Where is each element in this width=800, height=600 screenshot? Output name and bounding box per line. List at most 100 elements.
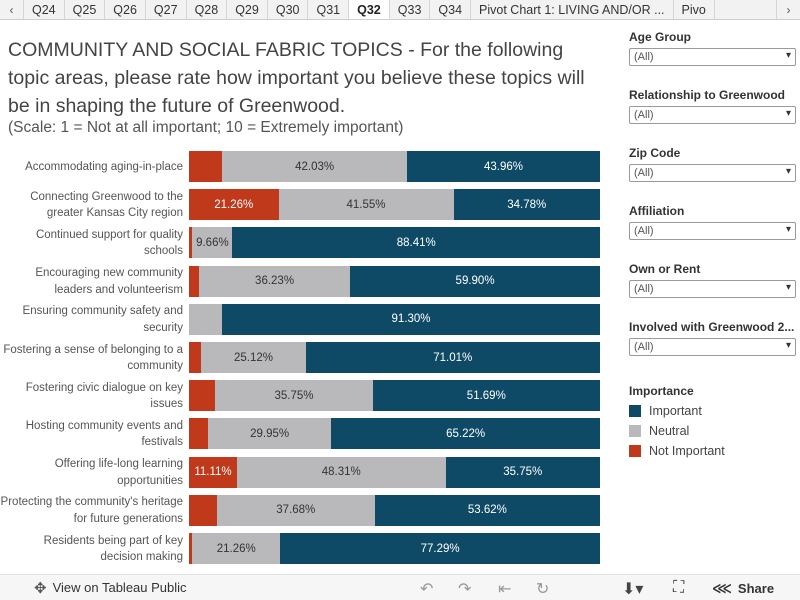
tab-q25[interactable]: Q25 xyxy=(65,0,106,19)
category-label: Continued support for quality schools xyxy=(35,228,183,258)
tab-q29[interactable]: Q29 xyxy=(227,0,268,19)
legend-swatch xyxy=(629,445,641,457)
stacked-bar[interactable]: 35.75% 51.69% xyxy=(189,380,600,412)
legend-item-neutral[interactable]: Neutral xyxy=(629,424,797,438)
bar-segment-neutral[interactable]: 21.26% xyxy=(192,533,281,564)
sheet-tabs: Q24 Q25 Q26 Q27 Q28 Q29 Q30 Q31 Q32 Q33 Q34 Pivot C… xyxy=(24,0,776,19)
bar-segment-important[interactable]: 35.75% xyxy=(445,456,600,488)
bar-segment-not-important[interactable]: 11.11% xyxy=(189,456,237,488)
bar-segment-neutral[interactable] xyxy=(189,303,223,335)
share-button[interactable]: ⋘ Share xyxy=(712,580,774,597)
bar-segment-not-important[interactable] xyxy=(189,418,208,450)
stacked-bar[interactable]: 91.30% xyxy=(189,303,600,335)
tab-pivot-chart-1-living-and-or[interactable]: Pivot Chart 1: LIVING AND/OR ... xyxy=(471,0,674,19)
chart-row: Hosting community events and festivals 29… xyxy=(0,415,610,453)
bar-segment-important[interactable]: 91.30% xyxy=(222,303,600,335)
tableau-toolbar: ✥ View on Tableau Public ↶ ↷ ⇤ ↻ ⬇▾ ⛶ ⋘ … xyxy=(0,574,800,600)
tab-q33[interactable]: Q33 xyxy=(390,0,431,19)
bar-segment-not-important[interactable] xyxy=(189,533,193,564)
filter-dropdown-age-group[interactable]: (All) ▾ xyxy=(629,48,796,66)
filter-dropdown-relationship-to-greenwood[interactable]: (All) ▾ xyxy=(629,106,796,124)
bar-segment-important[interactable]: 77.29% xyxy=(280,533,600,564)
category-label: Accommodating aging-in-place xyxy=(25,160,183,173)
chevron-down-icon: ▾ xyxy=(785,224,791,235)
tab-q27[interactable]: Q27 xyxy=(146,0,187,19)
bar-segment-not-important[interactable] xyxy=(189,227,193,259)
legend: Important Neutral Not Important xyxy=(629,404,797,458)
tab-q31[interactable]: Q31 xyxy=(308,0,350,19)
filter-dropdown-affiliation[interactable]: (All) ▾ xyxy=(629,222,796,240)
legend-title: Importance xyxy=(629,384,694,398)
tab-q30[interactable]: Q30 xyxy=(268,0,309,19)
filter-dropdown-zip-code[interactable]: (All) ▾ xyxy=(629,164,796,182)
bar-segment-not-important[interactable] xyxy=(189,494,217,526)
bar-segment-important[interactable]: 53.62% xyxy=(374,494,600,526)
refresh-icon[interactable]: ↻ xyxy=(536,581,550,598)
legend-item-not-important[interactable]: Not Important xyxy=(629,444,797,458)
bar-segment-not-important[interactable] xyxy=(189,380,216,412)
category-label: Connecting Greenwood to the greater Kans… xyxy=(30,190,183,220)
filter-value: (All) xyxy=(634,283,654,295)
undo-icon[interactable]: ↶ xyxy=(420,581,434,598)
filter-value: (All) xyxy=(634,109,654,121)
stacked-bar[interactable]: 25.12% 71.01% xyxy=(189,342,600,373)
tab-q34[interactable]: Q34 xyxy=(430,0,472,19)
tab-q28[interactable]: Q28 xyxy=(187,0,228,19)
chevron-down-icon: ▾ xyxy=(785,50,791,61)
tab-q26[interactable]: Q26 xyxy=(105,0,146,19)
chevron-down-icon: ▾ xyxy=(785,166,791,177)
tableau-logo-icon: ✥ xyxy=(34,579,47,597)
legend-item-important[interactable]: Important xyxy=(629,404,797,418)
tabs-scroll-right-icon[interactable]: › xyxy=(776,0,800,19)
filter-label: Affiliation xyxy=(629,204,685,218)
bar-segment-important[interactable]: 71.01% xyxy=(305,342,600,373)
download-icon[interactable]: ⬇▾ xyxy=(622,581,644,598)
view-on-tableau-link[interactable]: ✥ View on Tableau Public xyxy=(34,579,187,597)
stacked-bar[interactable]: 21.26% 77.29% xyxy=(189,533,600,564)
bar-segment-important[interactable]: 65.22% xyxy=(331,418,600,450)
bar-segment-important[interactable]: 43.96% xyxy=(406,151,600,182)
bar-segment-neutral[interactable]: 41.55% xyxy=(278,189,454,221)
bar-segment-neutral[interactable]: 9.66% xyxy=(192,227,233,259)
bar-segment-neutral[interactable]: 25.12% xyxy=(201,342,306,373)
legend-label: Important xyxy=(649,404,702,418)
filter-value: (All) xyxy=(634,167,654,179)
revert-icon[interactable]: ⇤ xyxy=(498,581,512,598)
bar-segment-not-important[interactable] xyxy=(189,342,202,373)
bar-segment-not-important[interactable]: 21.26% xyxy=(189,189,279,221)
stacked-bar[interactable]: 37.68% 53.62% xyxy=(189,494,600,526)
stacked-bar[interactable]: 21.26% 41.55% 34.78% xyxy=(189,189,600,221)
stacked-bar[interactable]: 9.66% 88.41% xyxy=(189,227,600,259)
stacked-bar[interactable]: 36.23% 59.90% xyxy=(189,265,600,297)
bar-segment-important[interactable]: 88.41% xyxy=(232,227,600,259)
tabs-scroll-left-icon[interactable]: ‹ xyxy=(0,0,24,19)
tab-pivo[interactable]: Pivo xyxy=(674,0,715,19)
fullscreen-icon[interactable]: ⛶ xyxy=(673,579,685,596)
filter-panel: Age Group (All) ▾ Relationship to Greenwood… xyxy=(629,28,797,458)
bar-segment-neutral[interactable]: 29.95% xyxy=(207,418,332,450)
bar-segment-neutral[interactable]: 42.03% xyxy=(222,151,407,182)
bar-segment-not-important[interactable] xyxy=(189,265,199,297)
category-label: Fostering a sense of belonging to a comm… xyxy=(3,343,183,373)
chart-row: Continued support for quality schools 9.6… xyxy=(0,224,610,262)
redo-icon[interactable]: ↷ xyxy=(458,581,472,598)
filter-dropdown-own-or-rent[interactable]: (All) ▾ xyxy=(629,280,796,298)
bar-segment-neutral[interactable]: 48.31% xyxy=(236,456,446,488)
bar-segment-important[interactable]: 51.69% xyxy=(372,380,600,412)
filter-dropdown-involved-with-greenwood-2[interactable]: (All) ▾ xyxy=(629,338,796,356)
bar-segment-important[interactable]: 59.90% xyxy=(350,265,600,297)
chart-row: Fostering civic dialogue on key issues 35… xyxy=(0,377,610,415)
tab-q24[interactable]: Q24 xyxy=(24,0,65,19)
chevron-down-icon: ▾ xyxy=(785,282,791,293)
stacked-bar[interactable]: 29.95% 65.22% xyxy=(189,418,600,450)
stacked-bar[interactable]: 11.11% 48.31% 35.75% xyxy=(189,456,600,488)
bar-segment-neutral[interactable]: 37.68% xyxy=(216,494,375,526)
bar-segment-neutral[interactable]: 35.75% xyxy=(215,380,373,412)
bar-segment-neutral[interactable]: 36.23% xyxy=(199,265,351,297)
bar-segment-important[interactable]: 34.78% xyxy=(453,189,600,221)
stacked-bar[interactable]: 42.03% 43.96% xyxy=(189,151,600,182)
bar-segment-not-important[interactable] xyxy=(189,151,223,182)
filter-involved-with-greenwood-2: Involved with Greenwood 2... (All) ▾ xyxy=(629,320,797,376)
chart-row: Encouraging new community leaders and vo… xyxy=(0,263,610,301)
tab-q32[interactable]: Q32 xyxy=(349,0,390,19)
